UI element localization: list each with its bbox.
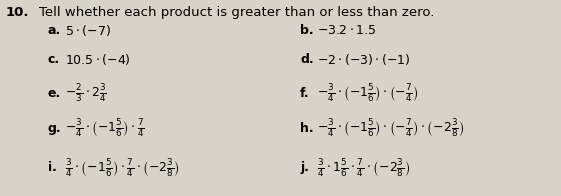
Text: $-3.2 \cdot 1.5$: $-3.2 \cdot 1.5$	[317, 24, 376, 37]
Text: $-2 \cdot (-3) \cdot (-1)$: $-2 \cdot (-3) \cdot (-1)$	[317, 52, 411, 67]
Text: j.: j.	[300, 161, 309, 174]
Text: $-\frac{3}{4} \cdot \left(-1\frac{5}{6}\right) \cdot \frac{7}{4}$: $-\frac{3}{4} \cdot \left(-1\frac{5}{6}\…	[65, 117, 144, 139]
Text: $-\frac{2}{3} \cdot 2\frac{3}{4}$: $-\frac{2}{3} \cdot 2\frac{3}{4}$	[65, 82, 107, 104]
Text: i.: i.	[48, 161, 57, 174]
Text: g.: g.	[48, 122, 61, 135]
Text: e.: e.	[48, 87, 61, 100]
Text: b.: b.	[300, 24, 314, 37]
Text: $\frac{3}{4} \cdot 1\frac{5}{6} \cdot \frac{7}{4} \cdot \left(-2\frac{3}{8}\righ: $\frac{3}{4} \cdot 1\frac{5}{6} \cdot \f…	[317, 157, 410, 179]
Text: $5 \cdot (-7)$: $5 \cdot (-7)$	[65, 23, 111, 38]
Text: h.: h.	[300, 122, 314, 135]
Text: a.: a.	[48, 24, 61, 37]
Text: $-\frac{3}{4} \cdot \left(-1\frac{5}{6}\right) \cdot \left(-\frac{7}{4}\right) \: $-\frac{3}{4} \cdot \left(-1\frac{5}{6}\…	[317, 117, 464, 139]
Text: Tell whether each product is greater than or less than zero.: Tell whether each product is greater tha…	[39, 6, 435, 19]
Text: f.: f.	[300, 87, 310, 100]
Text: 10.: 10.	[6, 6, 29, 19]
Text: $\frac{3}{4} \cdot \left(-1\frac{5}{6}\right) \cdot \frac{7}{4} \cdot \left(-2\f: $\frac{3}{4} \cdot \left(-1\frac{5}{6}\r…	[65, 157, 180, 179]
Text: c.: c.	[48, 53, 60, 66]
Text: d.: d.	[300, 53, 314, 66]
Text: $-\frac{3}{4} \cdot \left(-1\frac{5}{6}\right) \cdot \left(-\frac{7}{4}\right)$: $-\frac{3}{4} \cdot \left(-1\frac{5}{6}\…	[317, 82, 419, 104]
Text: $10.5 \cdot (-4)$: $10.5 \cdot (-4)$	[65, 52, 130, 67]
